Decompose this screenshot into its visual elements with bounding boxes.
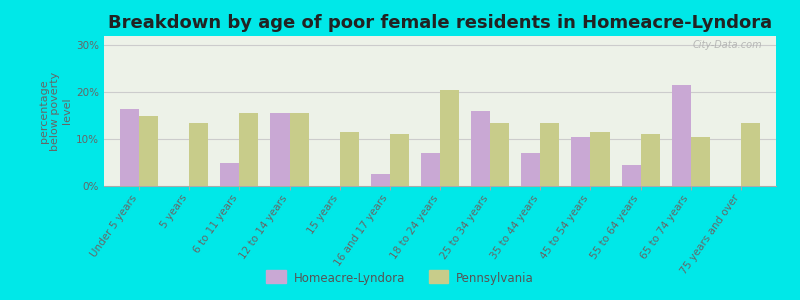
Text: City-Data.com: City-Data.com <box>693 40 762 50</box>
Bar <box>641 134 660 186</box>
Bar <box>590 132 610 186</box>
Bar <box>139 116 158 186</box>
Bar <box>239 113 258 186</box>
Bar <box>741 123 760 186</box>
Title: Breakdown by age of poor female residents in Homeacre-Lyndora: Breakdown by age of poor female resident… <box>108 14 772 32</box>
Bar <box>522 153 540 186</box>
Bar <box>270 113 290 186</box>
Bar <box>622 165 641 186</box>
Bar <box>540 123 559 186</box>
Bar <box>490 123 510 186</box>
Bar <box>190 123 208 186</box>
Bar <box>370 174 390 186</box>
Bar <box>471 111 490 186</box>
Bar <box>290 113 309 186</box>
Bar <box>220 163 239 186</box>
Bar <box>390 134 409 186</box>
Bar <box>690 137 710 186</box>
Bar <box>340 132 358 186</box>
Bar <box>440 90 459 186</box>
Bar <box>672 85 690 186</box>
Legend: Homeacre-Lyndora, Pennsylvania: Homeacre-Lyndora, Pennsylvania <box>261 266 539 291</box>
Bar <box>421 153 440 186</box>
Y-axis label: percentage
below poverty
level: percentage below poverty level <box>38 71 72 151</box>
Bar <box>120 109 139 186</box>
Bar <box>571 137 590 186</box>
